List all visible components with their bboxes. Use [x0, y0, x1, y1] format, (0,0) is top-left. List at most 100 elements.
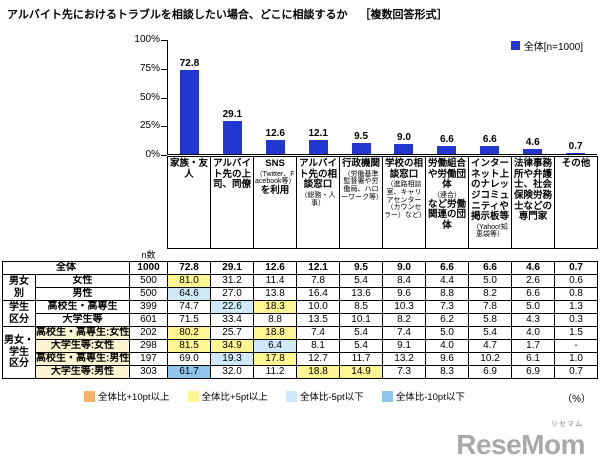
category-header: SNS （Twitter、Facebook等） を利用: [253, 156, 298, 249]
chart-legend: 全体[n=1000]: [510, 38, 583, 53]
row-label: 高校生・高専生: [35, 300, 130, 314]
value-cell: 14.9: [339, 365, 384, 379]
value-cell: 4.0: [511, 326, 556, 340]
bar-value-label: 72.8: [179, 58, 200, 69]
value-cell: 4.3: [511, 313, 556, 327]
value-cell: 6.1: [511, 352, 556, 366]
category-header: アルバイト先の相談窓口 （総務・人事）: [296, 156, 341, 249]
value-cell: 0.8: [554, 287, 599, 301]
value-cell: 32.0: [210, 365, 255, 379]
bar-value-label: 12.1: [308, 128, 328, 139]
value-cell: 12.7: [296, 352, 341, 366]
n-count: 1000: [128, 261, 169, 275]
value-cell: 80.2: [167, 326, 212, 340]
highlight-legend-item: 全体比-5pt以下: [285, 389, 364, 403]
bar-value-label: 0.7: [568, 141, 583, 152]
category-header: 法律事務所や弁護士、社会保険労務士などの専門家: [511, 156, 556, 249]
value-cell: 1.3: [554, 300, 599, 314]
value-cell: 17.8: [253, 352, 298, 366]
value-cell: 11.4: [253, 274, 298, 288]
value-cell: 11.7: [339, 352, 384, 366]
bar: [566, 153, 586, 154]
value-cell: 18.3: [253, 300, 298, 314]
value-cell: 8.1: [296, 339, 341, 353]
row-label: 大学生等:男性: [35, 365, 130, 379]
y-axis-label: 25%: [139, 120, 160, 132]
value-cell: 5.4: [339, 339, 384, 353]
bar-column: 9.0: [383, 40, 426, 154]
category-note: （連合）: [433, 191, 462, 199]
value-cell: 4.7: [468, 339, 513, 353]
y-axis-tick: [161, 40, 167, 41]
category-main-label: その他: [561, 158, 591, 169]
bars-container: 72.8 29.1 12.6 12.1 9.5 9.0 6.6 6.6 4.6 0.7: [168, 40, 597, 154]
value-cell: 72.8: [167, 261, 212, 275]
value-cell: 1.7: [511, 339, 556, 353]
logo-furigana: リセマム: [551, 421, 583, 428]
bar-column: 12.6: [254, 40, 297, 154]
n-count: 399: [128, 300, 169, 314]
bar: [179, 70, 199, 154]
bar: [308, 140, 328, 154]
category-header: 労働組合や労働団体 （連合） など労働関連の団体: [425, 156, 470, 249]
table-row: 男女・ 学生 区分 高校生・高専生:女性 202 80.2 25.7 18.8 7.4 5.4 7.…: [2, 326, 599, 379]
chart-legend-label: 全体[n=1000]: [523, 42, 583, 53]
n-count: 601: [128, 313, 169, 327]
value-cell: 8.4: [382, 274, 427, 288]
spacer-cell: [3, 157, 168, 249]
y-axis-label: 100%: [134, 34, 160, 45]
row-label: 全体: [2, 261, 130, 275]
category-tail-label: など労働関連の団体: [428, 198, 467, 231]
value-cell: 9.5: [339, 261, 384, 275]
value-cell: 4.4: [425, 274, 470, 288]
highlight-legend: 全体比+10pt以上 全体比+5pt以上 全体比-5pt以下 全体比-10pt以下: [84, 389, 465, 403]
value-cell: 5.4: [339, 326, 384, 340]
value-cell: 8.2: [382, 313, 427, 327]
plot-area: 72.8 29.1 12.6 12.1 9.5 9.0 6.6 6.6 4.6 0.7: [167, 40, 597, 155]
bar-value-label: 6.6: [482, 134, 497, 145]
legend-label: 全体比+10pt以上: [98, 392, 170, 403]
value-cell: 11.2: [253, 365, 298, 379]
value-cell: 7.4: [296, 326, 341, 340]
bar-column: 6.6: [468, 40, 511, 154]
value-cell: 7.8: [468, 300, 513, 314]
bar-value-label: 12.6: [265, 128, 285, 139]
n-count: 202: [128, 326, 169, 340]
value-cell: 1.0: [554, 352, 599, 366]
value-cell: 7.4: [382, 326, 427, 340]
value-cell: 7.3: [382, 365, 427, 379]
value-cell: 12.6: [253, 261, 298, 275]
data-table: 家族・友人 アルバイト先の上司、同僚 SNS （Twitter、Facebook等）を…: [2, 156, 599, 379]
row-label: 大学生等:女性: [35, 339, 130, 353]
bar-column: 12.1: [297, 40, 340, 154]
n-count: 303: [128, 365, 169, 379]
category-header: その他: [554, 156, 599, 249]
value-cell: 5.0: [511, 300, 556, 314]
n-header-row: n数: [3, 249, 598, 262]
table-row: 全体 1000 72.8 29.1 12.6 12.1 9.5 9.0 6.6 6.6 4.6 0.7: [2, 261, 599, 275]
category-note: （総務・人事）: [300, 191, 336, 207]
row-label: 大学生等: [35, 313, 130, 327]
category-main-label: 家族・友人: [170, 158, 209, 180]
value-cell: 0.7: [554, 365, 599, 379]
bar: [394, 144, 414, 154]
row-group-label: 男女・ 学生 区分: [2, 326, 36, 379]
spacer-cell: [168, 249, 598, 262]
value-cell: 0.3: [554, 313, 599, 327]
value-cell: 8.8: [253, 313, 298, 327]
y-axis-tick: [161, 68, 167, 70]
table-row: 大学生等 601 71.5 33.4 8.8 13.5 10.1 8.2 6.2 5.8 4.3 0.…: [3, 313, 599, 327]
y-axis-tick: [161, 155, 167, 156]
legend-label: 全体比-10pt以下: [395, 392, 465, 403]
value-cell: 33.4: [210, 313, 255, 327]
value-cell: 6.6: [425, 261, 470, 275]
value-cell: 10.2: [468, 352, 513, 366]
value-cell: 18.8: [253, 326, 298, 340]
value-cell: 29.1: [210, 261, 255, 275]
y-axis-tick: [161, 97, 167, 99]
value-cell: 5.4: [339, 274, 384, 288]
row-label: 女性: [35, 274, 130, 288]
value-cell: 8.3: [425, 365, 470, 379]
bar: [265, 140, 285, 154]
